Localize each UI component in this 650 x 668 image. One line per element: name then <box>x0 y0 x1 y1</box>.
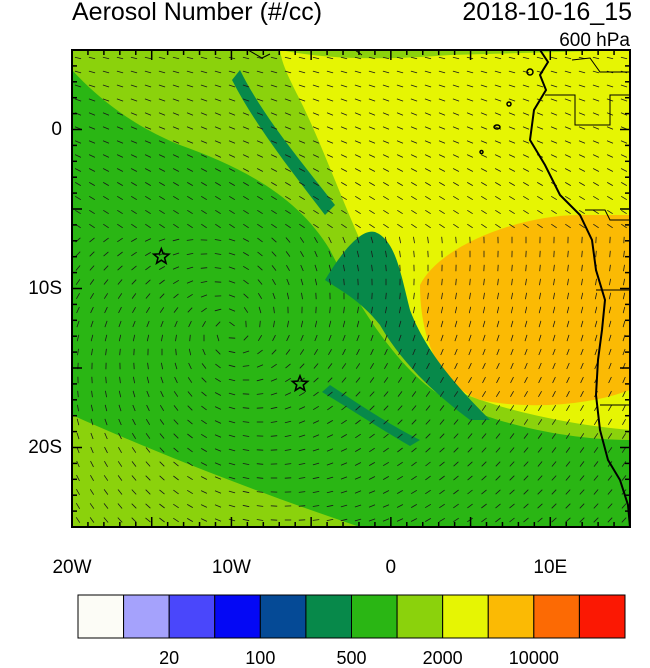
colorbar-box <box>169 595 215 638</box>
colorbar-label: 100 <box>220 648 300 668</box>
colorbar-label: 20 <box>129 648 209 668</box>
colorbar-box <box>215 595 261 638</box>
datetime-label: 2018-10-16_15 <box>462 0 632 27</box>
colorbar-box <box>306 595 352 638</box>
y-tick-label: 0 <box>8 120 62 140</box>
colorbar-label: 2000 <box>403 648 483 668</box>
colorbar-box <box>260 595 306 638</box>
x-tick-label: 20W <box>32 558 112 578</box>
pressure-level-label: 600 hPa <box>559 30 630 52</box>
colorbar <box>78 595 625 638</box>
colorbar-label: 500 <box>312 648 392 668</box>
colorbar-box <box>534 595 580 638</box>
colorbar-box <box>397 595 443 638</box>
colorbar-box <box>443 595 489 638</box>
y-tick-label: 10S <box>8 279 62 299</box>
colorbar-box <box>78 595 124 638</box>
colorbar-label: 10000 <box>494 648 574 668</box>
colorbar-box <box>579 595 625 638</box>
figure-title: Aerosol Number (#/cc) <box>72 0 322 27</box>
y-tick-label: 20S <box>8 438 62 458</box>
aerosol-field <box>72 50 630 527</box>
colorbar-box <box>352 595 398 638</box>
colorbar-box <box>488 595 534 638</box>
colorbar-box <box>124 595 170 638</box>
x-tick-label: 10E <box>510 558 590 578</box>
x-tick-label: 0 <box>351 558 431 578</box>
x-tick-label: 10W <box>191 558 271 578</box>
